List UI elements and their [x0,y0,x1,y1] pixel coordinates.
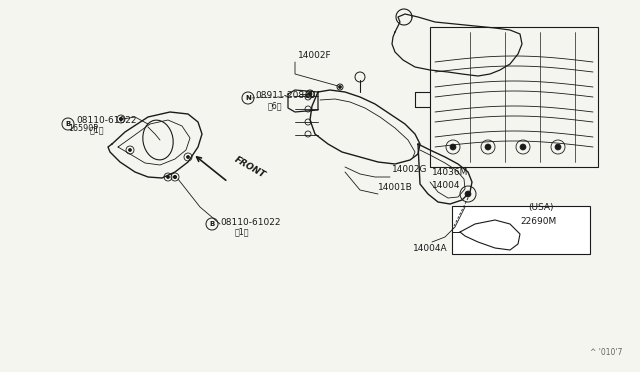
Circle shape [308,92,312,96]
Circle shape [485,144,491,150]
Text: 〈1〉: 〈1〉 [235,227,250,236]
Text: 14001B: 14001B [378,183,413,192]
Circle shape [186,155,189,158]
Text: 14004: 14004 [432,181,461,190]
Circle shape [450,144,456,150]
Text: 08110-61022: 08110-61022 [220,218,280,227]
Circle shape [520,144,526,150]
Circle shape [120,118,122,121]
Circle shape [555,144,561,150]
Text: FRONT: FRONT [233,155,267,180]
Text: 14036M: 14036M [432,168,468,177]
Text: 〈1〉: 〈1〉 [90,125,104,134]
Circle shape [339,86,342,89]
Circle shape [173,176,177,179]
Text: 14002G: 14002G [392,165,428,174]
Circle shape [166,176,170,179]
Circle shape [465,191,471,197]
Text: 14004A: 14004A [413,244,447,253]
Text: B: B [209,221,214,227]
Text: 14002F: 14002F [298,51,332,60]
Text: 08110-61022: 08110-61022 [76,115,136,125]
Text: 08911-20810: 08911-20810 [255,90,316,99]
Text: 22690M: 22690M [520,217,556,226]
Text: 16590P: 16590P [68,124,98,133]
Text: N: N [245,95,251,101]
Text: B: B [65,121,70,127]
Text: ^ '010'7: ^ '010'7 [590,348,622,357]
Text: 〈6〉: 〈6〉 [268,101,282,110]
Circle shape [129,148,131,151]
FancyBboxPatch shape [452,206,590,254]
Text: (USA): (USA) [528,203,554,212]
